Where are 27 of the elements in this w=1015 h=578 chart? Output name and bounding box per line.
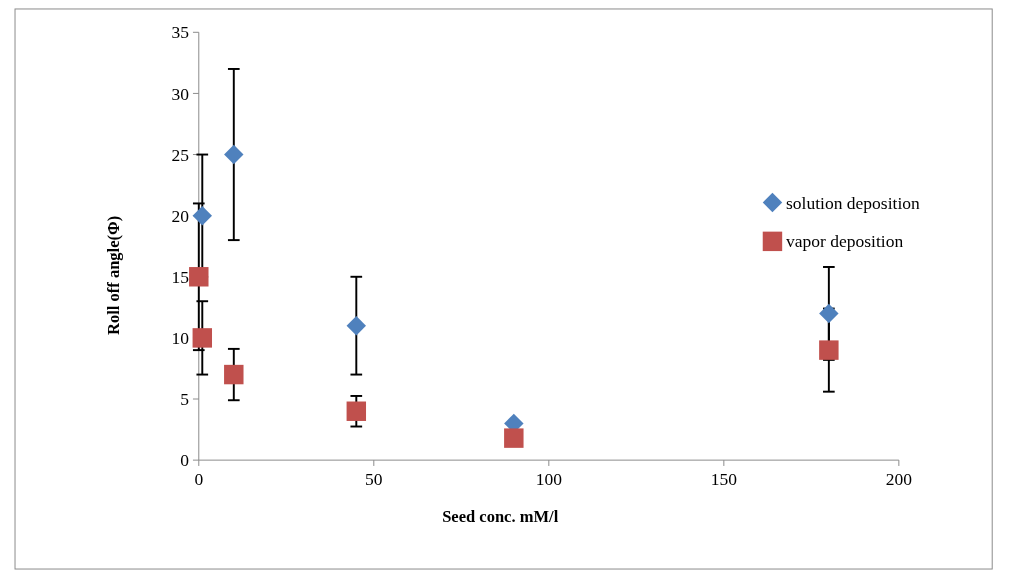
point [819, 303, 839, 324]
point [346, 401, 367, 421]
legend-label: solution deposition [786, 192, 920, 213]
y-tick-label: 35 [171, 22, 190, 43]
x-tick-label: 100 [535, 469, 563, 490]
y-tick-label: 30 [171, 83, 190, 104]
point [189, 267, 209, 287]
point [504, 428, 524, 448]
y-tick-label: 15 [171, 266, 190, 287]
y-tick-label: 10 [171, 328, 190, 349]
point [192, 205, 213, 226]
point [224, 144, 244, 165]
point [346, 315, 367, 336]
y-tick-label: 5 [180, 389, 190, 410]
y-tick-label: 20 [171, 205, 190, 226]
y-tick-label: 25 [171, 144, 190, 165]
x-tick-label: 0 [194, 469, 204, 490]
legend-label: vapor deposition [786, 231, 904, 252]
y-tick-label: 0 [180, 450, 190, 471]
x-tick-label: 150 [710, 469, 738, 490]
x-tick-label: 50 [365, 469, 383, 490]
x-axis-title: Seed conc. mM/l [442, 507, 559, 527]
point [224, 364, 244, 385]
y-axis-title: Roll off angle(Φ) [104, 215, 124, 335]
point [192, 328, 213, 348]
x-tick-label: 200 [885, 469, 913, 490]
point [819, 340, 839, 360]
